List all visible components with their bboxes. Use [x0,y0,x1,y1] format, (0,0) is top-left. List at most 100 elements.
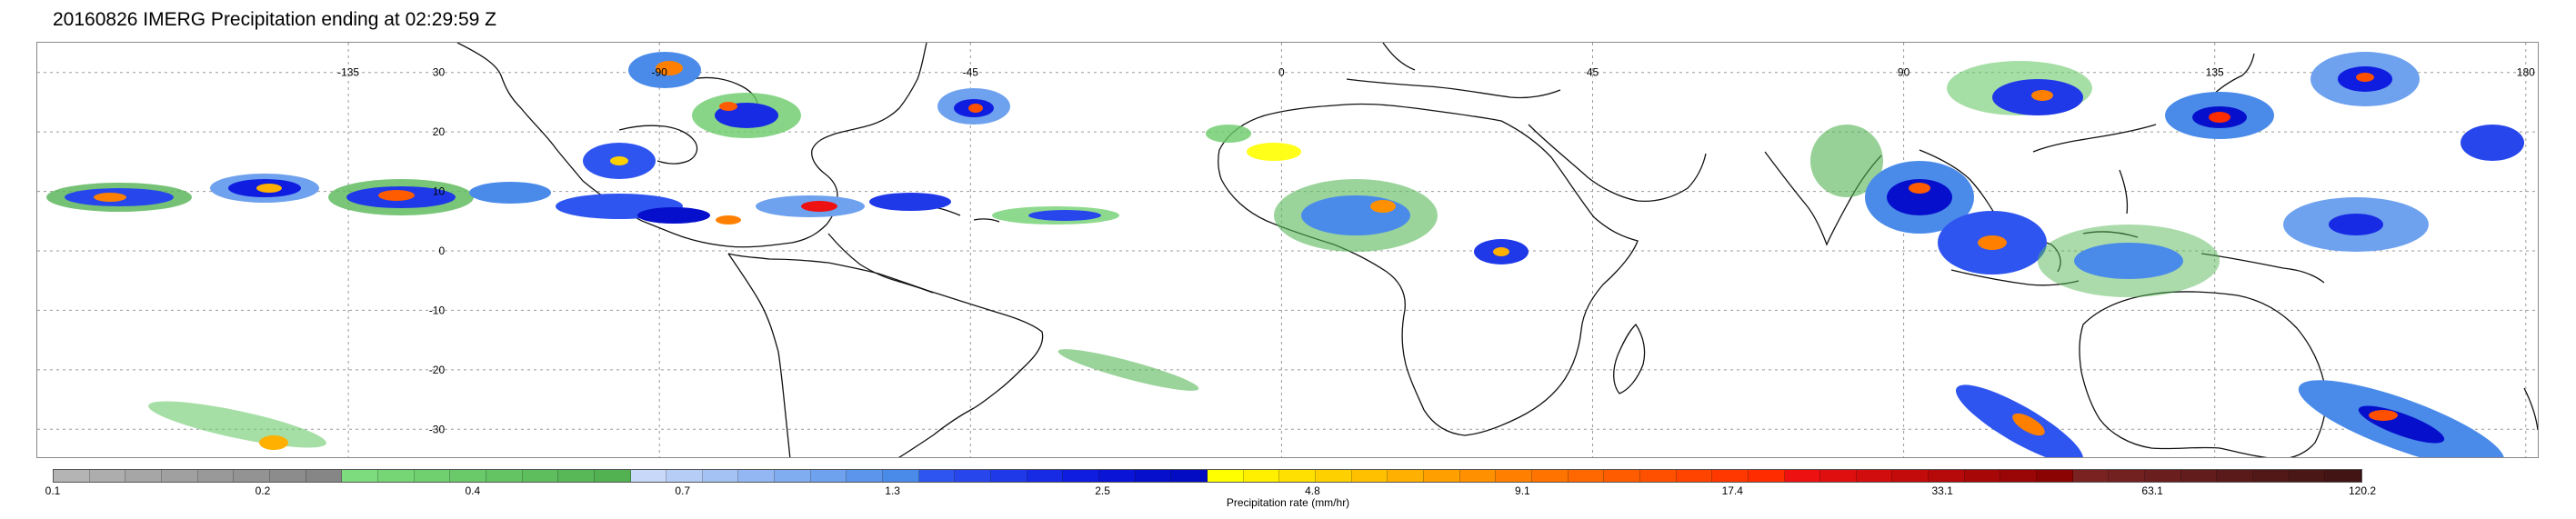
colorbar-segment [342,470,378,482]
colorbar-segment [197,470,235,482]
colorbar-segment [667,470,703,482]
colorbar-segment [918,470,956,482]
colorbar-segment [1171,470,1208,482]
colorbar-segment [847,470,884,482]
colorbar-tick-label: 2.5 [1095,484,1110,497]
colorbar-segment [1315,470,1352,482]
colorbar-tick-label: 0.4 [465,484,481,497]
colorbar-segment [2325,470,2361,482]
colorbar-segment [1496,470,1532,482]
colorbar-segment [54,470,90,482]
lat-tick-label: 0 [438,245,445,257]
colorbar-segment [1568,470,1605,482]
colorbar-segment [1929,470,1965,482]
colorbar-segment [306,470,343,482]
colorbar-segment [955,470,992,482]
lat-tick-label: -30 [429,423,446,435]
colorbar-segment [1604,470,1640,482]
lon-tick-label: -45 [963,66,979,79]
colorbar-segment [2180,470,2218,482]
colorbar-segment [1063,470,1100,482]
precipitation-overlay [46,52,2524,457]
colorbar-segment [269,470,306,482]
colorbar [53,469,2362,483]
colorbar-tick-label: 0.1 [45,484,61,497]
colorbar-segment [486,470,523,482]
precipitation-map: 30 20 10 0 -10 -20 -30 -135 -90 -45 0 45 90 135 180 [36,42,2539,458]
colorbar-tick-label: 4.8 [1305,484,1320,497]
colorbar-segment [775,470,811,482]
colorbar-segment [1784,470,1821,482]
lon-tick-label: -135 [337,66,359,79]
colorbar-segment [414,470,451,482]
colorbar-segment [1712,470,1749,482]
colorbar-segment [1676,470,1713,482]
colorbar-segment [377,470,415,482]
colorbar-segment [161,470,198,482]
colorbar-segment [450,470,486,482]
colorbar-segment [1279,470,1316,482]
colorbar-segment [522,470,559,482]
colorbar-segment [702,470,739,482]
page-title: 20160826 IMERG Precipitation ending at 0… [53,9,496,30]
colorbar-label: Precipitation rate (mm/hr) [1226,496,1350,509]
lat-tick-label: 20 [433,125,446,138]
colorbar-segment [1099,470,1136,482]
colorbar-segment [1027,470,1064,482]
lon-tick-label: -90 [652,66,668,79]
colorbar-segment [1856,470,1893,482]
colorbar-segment [1208,470,1244,482]
colorbar-segment [1423,470,1460,482]
lat-tick-label: -20 [429,364,446,376]
colorbar-tick-label: 1.3 [885,484,900,497]
colorbar-segment [1892,470,1929,482]
colorbar-segment [1243,470,1280,482]
colorbar-segment [2289,470,2326,482]
colorbar-segment [234,470,270,482]
colorbar-segment [1388,470,1424,482]
coastline-madagascar [1613,323,1646,394]
colorbar-segment [1135,470,1172,482]
lat-tick-label: 10 [433,185,446,198]
colorbar-tick-label: 0.7 [675,484,691,497]
colorbar-segment [991,470,1027,482]
colorbar-tick-label: 9.1 [1515,484,1530,497]
colorbar-tick-label: 120.2 [2348,484,2377,497]
coastline-central-america [827,233,934,294]
colorbar-segment [1531,470,1569,482]
lat-tick-label: -10 [429,304,446,316]
colorbar-segment [558,470,595,482]
lat-tick-label: 30 [433,66,446,79]
lon-tick-label: 180 [2517,66,2535,79]
lon-tick-label: 0 [1278,66,1285,79]
colorbar-ticks: 0.1 0.2 0.4 0.7 1.3 2.5 4.8 9.1 17.4 33.1 63.1 120.… [45,484,2376,499]
colorbar-segment [89,470,126,482]
lon-tick-label: 90 [1898,66,1910,79]
lon-tick-label: 45 [1587,66,1599,79]
colorbar-segment [1748,470,1785,482]
colorbar-segment [2145,470,2181,482]
colorbar-segment [738,470,776,482]
colorbar-segment [1459,470,1497,482]
colorbar-segment [594,470,631,482]
colorbar-tick-label: 63.1 [2141,484,2163,497]
colorbar-segment [883,470,919,482]
colorbar-segment [2000,470,2038,482]
colorbar-segment [125,470,162,482]
colorbar-segment [1820,470,1857,482]
colorbar-segment [1351,470,1388,482]
colorbar-segment [810,470,847,482]
colorbar-segment [2072,470,2110,482]
colorbar-segment [2037,470,2073,482]
colorbar-segment [1639,470,1677,482]
colorbar-tick-label: 33.1 [1931,484,1953,497]
colorbar-tick-label: 0.2 [255,484,271,497]
colorbar-segment [630,470,667,482]
coastline-north-america [456,43,927,248]
colorbar-segment [2109,470,2146,482]
colorbar-segment [2217,470,2254,482]
coastline-australia [2079,291,2327,457]
colorbar-tick-label: 17.4 [1721,484,1743,497]
colorbar-segment [2253,470,2290,482]
colorbar-segment [1964,470,2001,482]
